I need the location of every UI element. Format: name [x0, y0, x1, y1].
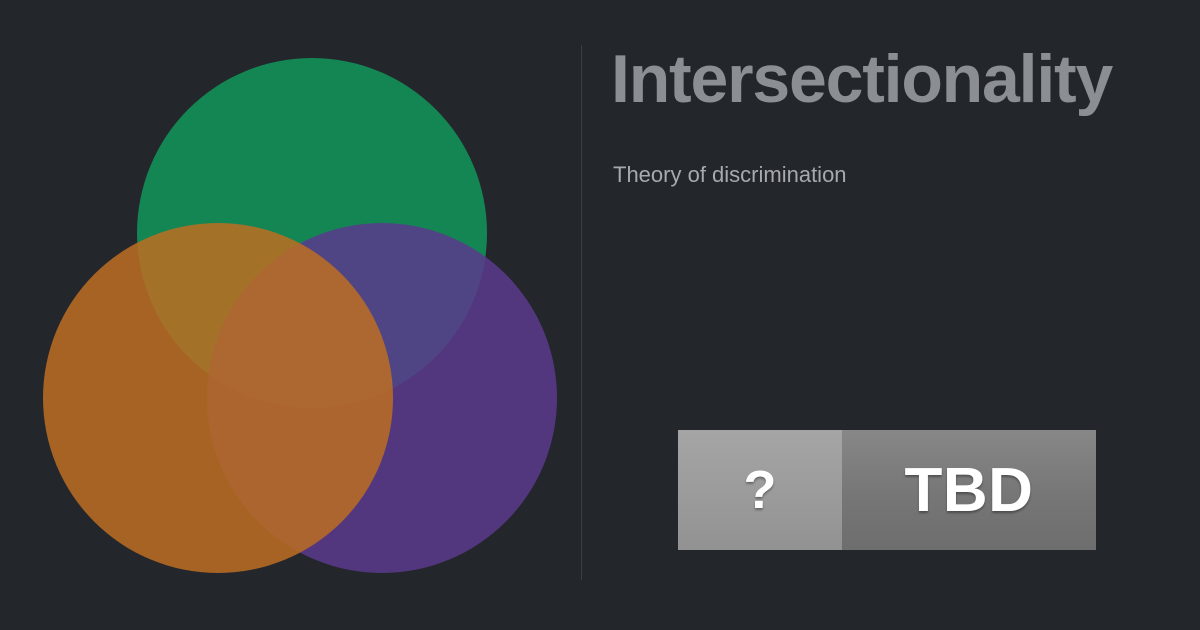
page-title: Intersectionality	[611, 41, 1113, 117]
page-subtitle: Theory of discrimination	[613, 162, 847, 187]
status-badge-label: ?	[678, 430, 842, 550]
venn-circle-orange	[43, 223, 393, 573]
text-panel: Intersectionality Theory of discriminati…	[611, 0, 1200, 630]
venn-diagram	[43, 58, 557, 573]
vertical-divider	[581, 45, 582, 580]
status-badge-value: TBD	[842, 430, 1096, 550]
status-badge[interactable]: ? TBD	[678, 430, 1096, 550]
venn-diagram-panel	[0, 0, 581, 630]
